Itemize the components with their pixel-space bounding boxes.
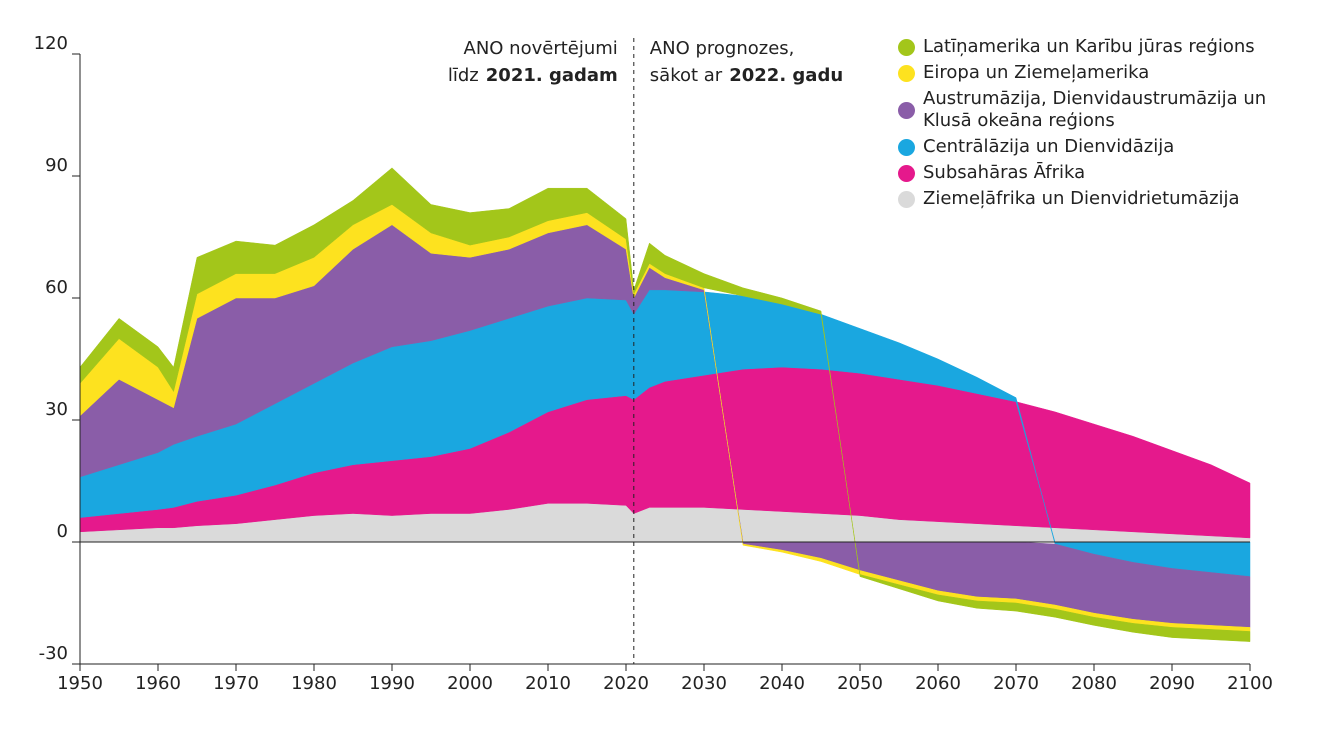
annotation-part: sākot ar (650, 65, 723, 86)
annotation-bold: 2021. gadam (486, 65, 618, 86)
area (79, 167, 1251, 642)
annotation: līdz 2021. gadam (448, 65, 618, 86)
x-tick-label: 1990 (369, 673, 415, 694)
x-tick-label: 1960 (135, 673, 181, 694)
x-tick-label: 2080 (1071, 673, 1117, 694)
y-tick-label: 120 (34, 33, 68, 54)
legend-label: Eiropa un Ziemeļamerika (923, 62, 1150, 83)
x-tick-label: 2020 (603, 673, 649, 694)
annotation-part: līdz (448, 65, 479, 86)
legend-item: Subsahāras Āfrika (898, 162, 1318, 184)
annotation: ANO prognozes, (650, 38, 795, 59)
y-tick-label: 0 (57, 521, 68, 542)
legend-item: Latīņamerika un Karību jūras reģions (898, 36, 1318, 58)
legend-label: Subsahāras Āfrika (923, 162, 1086, 183)
x-tick-label: 2010 (525, 673, 571, 694)
legend-marker (898, 190, 915, 208)
x-tick-label: 2100 (1227, 673, 1273, 694)
legend-marker (898, 138, 915, 156)
y-tick-label: 60 (45, 277, 68, 298)
x-tick-label: 2040 (759, 673, 805, 694)
y-tick-label: 30 (45, 399, 68, 420)
x-tick-label: 2050 (837, 673, 883, 694)
y-tick-label: -30 (39, 643, 68, 664)
y-tick-label: 90 (45, 155, 68, 176)
legend-label: Ziemeļāfrika un Dienvidrietumāzija (923, 188, 1240, 209)
legend-marker (898, 164, 915, 182)
annotation: ANO novērtējumi (464, 38, 618, 59)
legend-label: Latīņamerika un Karību jūras reģions (923, 36, 1255, 57)
x-tick-label: 1980 (291, 673, 337, 694)
x-tick-label: 2090 (1149, 673, 1195, 694)
x-tick-label: 1950 (57, 673, 103, 694)
legend-marker (898, 64, 915, 82)
legend-item: Eiropa un Ziemeļamerika (898, 62, 1318, 84)
legend: Latīņamerika un Karību jūras reģions Eiro… (898, 36, 1318, 214)
legend-item: Ziemeļāfrika un Dienvidrietumāzija (898, 188, 1318, 210)
legend-item: Austrumāzija, Dienvidaustrumāzija un Klu… (898, 88, 1318, 132)
legend-marker (898, 38, 915, 56)
x-tick-label: 2000 (447, 673, 493, 694)
annotation: sākot ar 2022. gadu (650, 65, 843, 86)
x-tick-label: 1970 (213, 673, 259, 694)
legend-label: Austrumāzija, Dienvidaustrumāzija un Klu… (923, 88, 1267, 131)
x-tick-label: 2030 (681, 673, 727, 694)
x-tick-label: 2070 (993, 673, 1039, 694)
annotation-bold: 2022. gadu (729, 65, 843, 86)
legend-label: Centrālāzija un Dienvidāzija (923, 136, 1175, 157)
legend-marker (898, 101, 915, 119)
x-tick-label: 2060 (915, 673, 961, 694)
legend-item: Centrālāzija un Dienvidāzija (898, 136, 1318, 158)
